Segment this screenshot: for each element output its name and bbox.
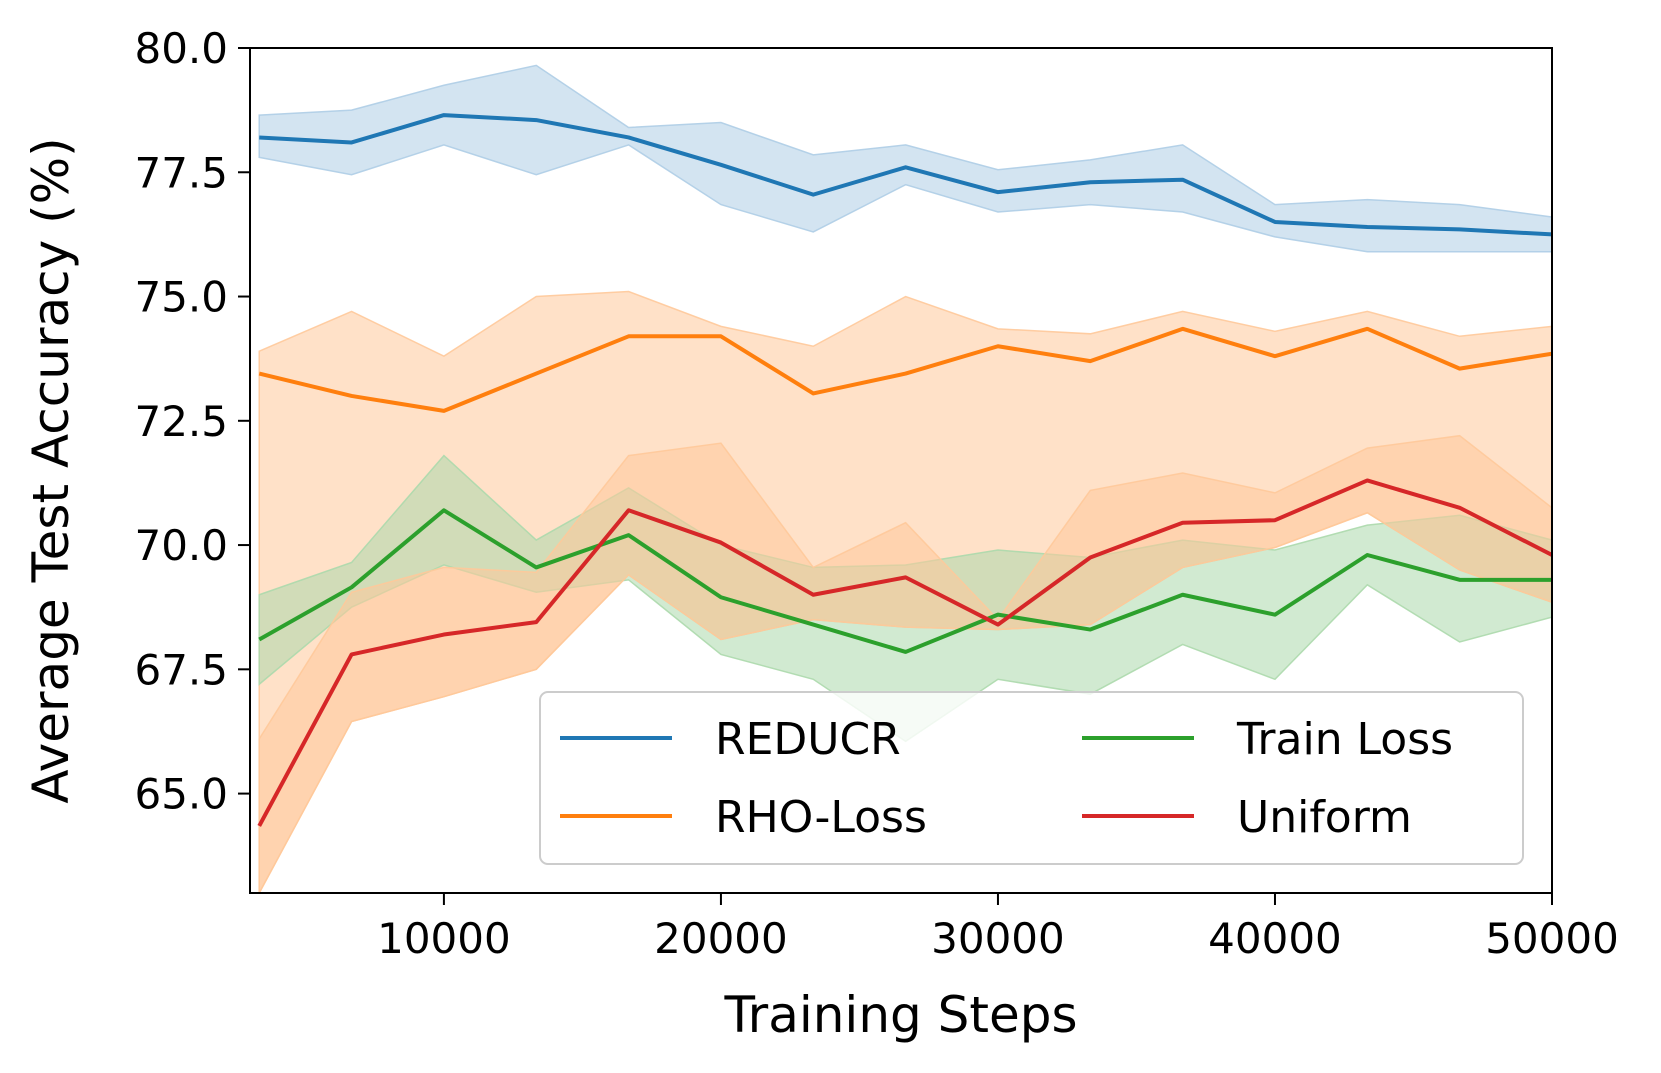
x-tick-label: 30000 <box>931 914 1065 963</box>
legend-label: Train Loss <box>1236 714 1453 765</box>
legend-label: Uniform <box>1237 792 1412 843</box>
legend-label: RHO-Loss <box>715 792 927 843</box>
band-reducr <box>258 64 1552 253</box>
line-reducr <box>259 113 1552 237</box>
x-tick-label: 40000 <box>1208 914 1342 963</box>
legend-item-reducr: REDUCR <box>560 714 901 765</box>
legend-box <box>539 691 1524 865</box>
y-tick-label: 72.5 <box>134 397 228 446</box>
y-axis-label: Average Test Accuracy (%) <box>22 137 80 803</box>
x-tick-label: 10000 <box>377 914 511 963</box>
legend-item-uniform: Uniform <box>1082 792 1412 843</box>
y-axis-ticks: 65.0 67.5 70.0 72.5 75.0 77.5 80.0 <box>134 24 250 819</box>
y-tick-label: 70.0 <box>134 521 228 570</box>
x-axis-label: Training Steps <box>723 986 1077 1044</box>
line-uniform <box>257 478 1552 827</box>
legend-label: REDUCR <box>715 714 901 765</box>
legend-item-train-loss: Train Loss <box>1082 714 1453 765</box>
y-tick-label: 65.0 <box>134 770 228 819</box>
legend: REDUCR RHO-Loss Train Loss Uniform <box>539 691 1524 865</box>
x-axis-ticks: 10000 20000 30000 40000 50000 <box>377 893 1619 963</box>
y-tick-label: 67.5 <box>134 645 228 694</box>
x-tick-label: 20000 <box>654 914 788 963</box>
x-tick-label: 50000 <box>1485 914 1619 963</box>
y-tick-label: 80.0 <box>134 24 228 73</box>
plot-frame <box>249 47 1553 894</box>
y-tick-label: 77.5 <box>134 148 228 197</box>
y-tick-label: 75.0 <box>134 273 228 322</box>
line-rho-loss <box>258 326 1552 413</box>
line-train-loss <box>258 508 1552 654</box>
series-lines <box>257 113 1552 827</box>
legend-item-rho-loss: RHO-Loss <box>560 792 927 843</box>
